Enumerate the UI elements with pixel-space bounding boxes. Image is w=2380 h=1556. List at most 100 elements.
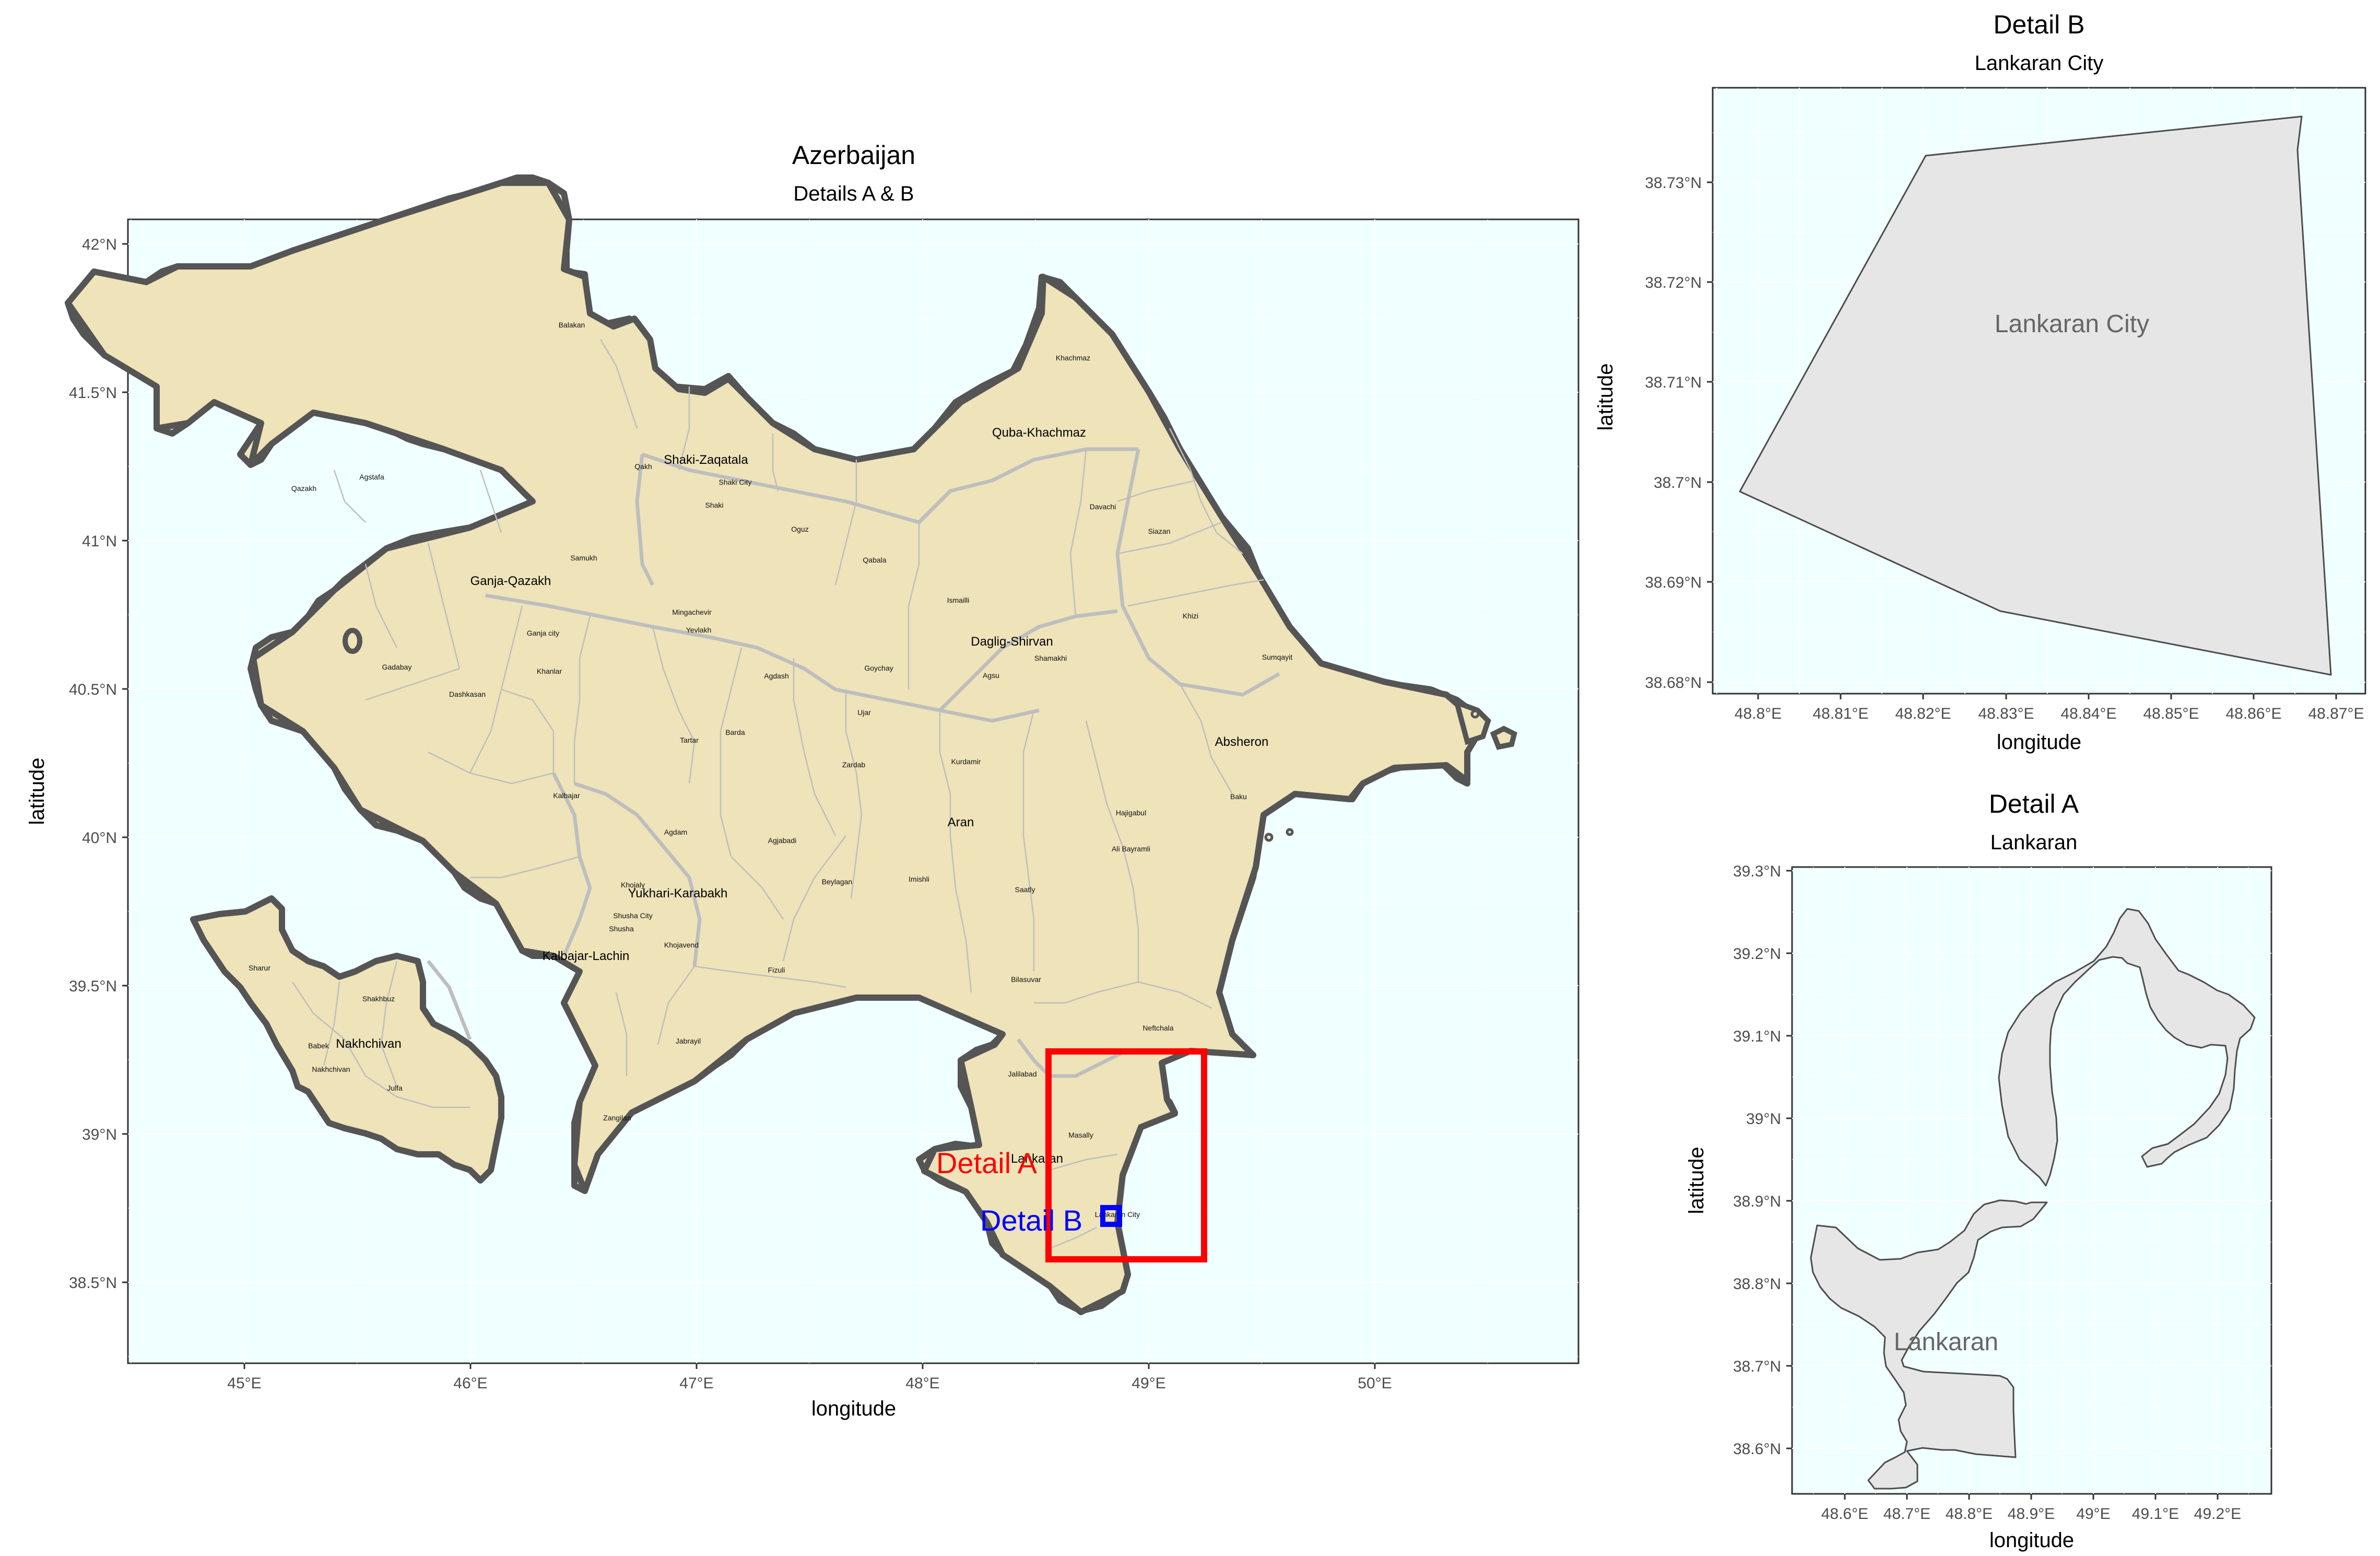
absheron-tip-shape [1453, 698, 1491, 745]
district-label: Agsu [983, 671, 999, 680]
islet-shape [1264, 833, 1274, 842]
y-tick-label: 39°N [1746, 1110, 1781, 1128]
x-tick-label: 48.7°E [1883, 1505, 1930, 1523]
main-map-y-tick-labels: 42°N 41.5°N 41°N 40.5°N 40°N 39.5°N 39°N… [69, 236, 117, 1292]
y-tick-label: 40.5°N [69, 681, 117, 698]
detail-a-panel: Detail A Lankaran [1685, 789, 2272, 1552]
enclave-shape [343, 628, 362, 654]
pirallahi-island-shape [1490, 726, 1517, 750]
region-label: Ganja-Qazakh [470, 574, 551, 588]
district-label: Neftchala [1142, 1024, 1173, 1032]
district-label: Khizi [1183, 612, 1198, 620]
district-label: Gadabay [382, 663, 412, 671]
x-tick-label: 48.85°E [2143, 705, 2199, 722]
detail-a-title: Detail A [1989, 789, 2079, 818]
x-tick-label: 49.1°E [2132, 1505, 2179, 1523]
detail-a-box [1045, 1048, 1207, 1262]
district-label: Agdash [764, 672, 788, 680]
y-tick-label: 39.3°N [1733, 863, 1781, 880]
main-map-subtitle: Details A & B [793, 182, 914, 205]
detail-a-x-axis [1844, 1494, 2219, 1500]
x-tick-label: 49°E [2076, 1505, 2110, 1523]
x-tick-label: 48.6°E [1821, 1505, 1868, 1523]
detail-b-box [1100, 1205, 1122, 1227]
x-tick-label: 45°E [227, 1375, 261, 1392]
district-label: Masally [1068, 1131, 1093, 1139]
detail-b-x-axis-label: longitude [1997, 731, 2081, 754]
detail-a-x-axis-label: longitude [1989, 1529, 2074, 1552]
y-tick-label: 39°N [82, 1126, 117, 1143]
district-label: Qabala [863, 556, 886, 564]
y-tick-label: 40°N [82, 829, 117, 847]
region-label: Nakhchivan [336, 1037, 401, 1051]
nakhchivan-shape [190, 895, 504, 1184]
district-labels: Balakan Khachmaz Qakh Shaki City Shaki Q… [249, 321, 1292, 1219]
district-label: Mingachevir [672, 608, 712, 616]
x-tick-label: 49.2°E [2194, 1505, 2241, 1523]
region-label: Quba-Khachmaz [992, 426, 1086, 440]
district-label: Yevlakh [686, 626, 712, 634]
x-tick-label: 48°E [905, 1375, 939, 1392]
region-label: Lankaran [1011, 1152, 1063, 1166]
detail-a-y-tick-labels: 39.3°N 39.2°N 39.1°N 39°N 38.9°N 38.8°N … [1733, 863, 1781, 1458]
main-map-x-axis [243, 1363, 1376, 1369]
x-tick-label: 48.8°E [1946, 1505, 1993, 1523]
district-label: Shaki [705, 501, 723, 509]
x-tick-label: 48.82°E [1895, 705, 1951, 722]
y-tick-label: 38.73°N [1645, 174, 1702, 192]
x-tick-label: 48.9°E [2008, 1505, 2055, 1523]
district-label: Saatly [1015, 885, 1035, 894]
district-label: Davachi [1090, 502, 1116, 511]
detail-b-y-axis-label: latitude [1594, 364, 1617, 431]
y-tick-label: 38.69°N [1645, 574, 1702, 591]
azerbaijan-mainland-outline [65, 180, 1486, 1315]
main-map-title: Azerbaijan [792, 141, 915, 170]
y-tick-label: 38.5°N [69, 1274, 117, 1292]
region-label: Shaki-Zaqatala [664, 453, 748, 467]
district-boundaries [291, 339, 1264, 1249]
x-tick-label: 48.87°E [2308, 705, 2364, 722]
y-tick-label: 41.5°N [69, 384, 117, 402]
region-label: Aran [948, 815, 974, 829]
x-tick-label: 48.86°E [2225, 705, 2281, 722]
lankaran-district-shape [1810, 1199, 2048, 1490]
main-map-y-axis-label: latitude [26, 758, 49, 825]
district-label: Qazakh [291, 484, 316, 493]
district-label: Tartar [680, 736, 699, 744]
y-tick-label: 38.9°N [1733, 1193, 1781, 1210]
district-label: Barda [725, 728, 745, 736]
x-tick-label: 50°E [1358, 1375, 1392, 1392]
district-label: Shusha [609, 925, 634, 933]
district-label: Beylagan [822, 878, 852, 886]
detail-b-label: Detail B [980, 1204, 1082, 1237]
x-tick-label: 49°E [1132, 1375, 1165, 1392]
district-label: Dashkasan [449, 690, 486, 698]
x-tick-label: 48.83°E [1978, 705, 2034, 722]
y-tick-label: 41°N [82, 533, 117, 550]
district-label: Sharur [249, 964, 270, 972]
district-label: Julfa [387, 1084, 403, 1092]
x-tick-label: 48.8°E [1735, 705, 1782, 722]
district-label: Goychay [864, 664, 893, 672]
detail-b-x-tick-labels: 48.8°E 48.81°E 48.82°E 48.83°E 48.84°E 4… [1735, 705, 2364, 722]
x-tick-label: 48.84°E [2060, 705, 2116, 722]
district-label: Fizuli [768, 966, 785, 974]
y-tick-label: 38.72°N [1645, 274, 1702, 291]
district-label: Ujar [857, 708, 871, 717]
district-label: Balakan [559, 321, 585, 329]
district-label: Sumqayit [1262, 653, 1292, 661]
detail-a-y-axis [1786, 870, 1792, 1449]
district-label: Khojaly [621, 881, 645, 889]
district-label: Ismailli [947, 596, 970, 604]
district-label: Hajigabul [1116, 809, 1146, 817]
district-label: Shusha City [613, 911, 652, 920]
y-tick-label: 38.68°N [1645, 674, 1702, 692]
district-label: Siazan [1148, 527, 1171, 535]
detail-a-subtitle: Lankaran [1990, 831, 2078, 854]
district-label: Agjabadi [768, 836, 797, 845]
district-label: Ali Bayramli [1112, 845, 1150, 853]
district-label: Samukh [570, 554, 597, 562]
y-tick-label: 39.1°N [1733, 1028, 1781, 1045]
district-label: Ganja city [527, 629, 559, 637]
district-label: Bilasuvar [1011, 975, 1041, 984]
